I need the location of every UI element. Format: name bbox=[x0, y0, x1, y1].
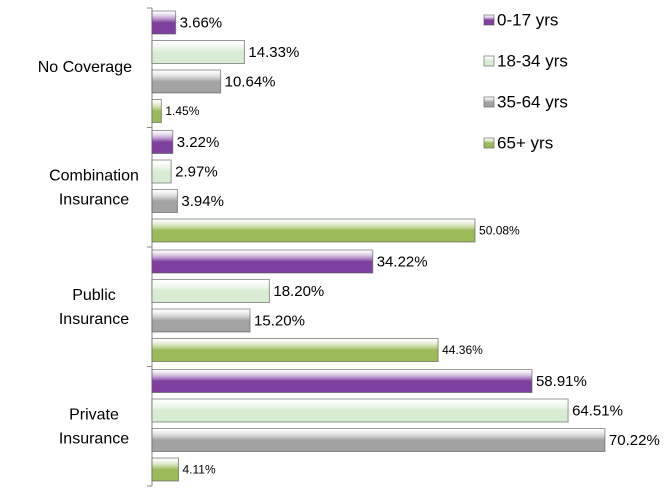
legend-swatch bbox=[483, 55, 495, 67]
value-label: 4.11% bbox=[183, 463, 216, 477]
value-label: 3.66% bbox=[180, 14, 223, 31]
legend-swatch bbox=[483, 14, 495, 26]
value-label: 70.22% bbox=[609, 432, 660, 449]
value-label: 18.20% bbox=[273, 283, 324, 300]
bar bbox=[151, 40, 245, 64]
bar bbox=[151, 249, 374, 274]
bar bbox=[151, 130, 174, 154]
bar bbox=[151, 308, 251, 333]
category-label: Combination Insurance bbox=[49, 167, 139, 208]
category-label-line: Insurance bbox=[59, 311, 129, 328]
category-label-line: Private bbox=[69, 406, 119, 423]
legend-label: 0-17 yrs bbox=[497, 10, 558, 29]
category-label-line: Combination bbox=[49, 167, 139, 184]
value-label: 14.33% bbox=[248, 44, 299, 61]
bar bbox=[151, 457, 180, 482]
bar bbox=[151, 159, 172, 184]
legend-swatch bbox=[483, 137, 495, 149]
value-label: 64.51% bbox=[572, 402, 623, 419]
value-label: 34.22% bbox=[377, 253, 428, 270]
bar bbox=[151, 10, 177, 35]
value-label: 58.91% bbox=[536, 373, 587, 390]
value-label: 44.36% bbox=[442, 343, 483, 357]
category-label: Public Insurance bbox=[59, 287, 129, 328]
bar bbox=[151, 69, 222, 94]
value-label: 15.20% bbox=[254, 312, 305, 329]
value-label: 3.94% bbox=[181, 193, 224, 210]
value-label: 10.64% bbox=[225, 73, 276, 90]
legend-swatch bbox=[483, 96, 495, 108]
legend-label: 18-34 yrs bbox=[497, 51, 568, 70]
category-label: Private Insurance bbox=[59, 406, 129, 447]
bar bbox=[151, 398, 569, 423]
value-label: 1.45% bbox=[165, 104, 199, 118]
bar bbox=[151, 189, 178, 213]
category-label-line: Insurance bbox=[59, 430, 129, 447]
bar bbox=[151, 338, 439, 362]
bar bbox=[151, 218, 476, 243]
value-label: 50.08% bbox=[479, 224, 520, 238]
category-label-line: Public bbox=[72, 287, 116, 304]
value-label: 2.97% bbox=[175, 163, 218, 180]
value-label: 3.22% bbox=[177, 134, 220, 151]
legend-label: 65+ yrs bbox=[497, 133, 553, 152]
category-label: No Coverage bbox=[38, 59, 132, 76]
bar bbox=[151, 369, 533, 393]
category-label-line: Insurance bbox=[59, 191, 129, 208]
bar bbox=[151, 428, 606, 452]
legend-label: 35-64 yrs bbox=[497, 92, 568, 111]
bar bbox=[151, 99, 162, 123]
bar bbox=[151, 279, 270, 303]
